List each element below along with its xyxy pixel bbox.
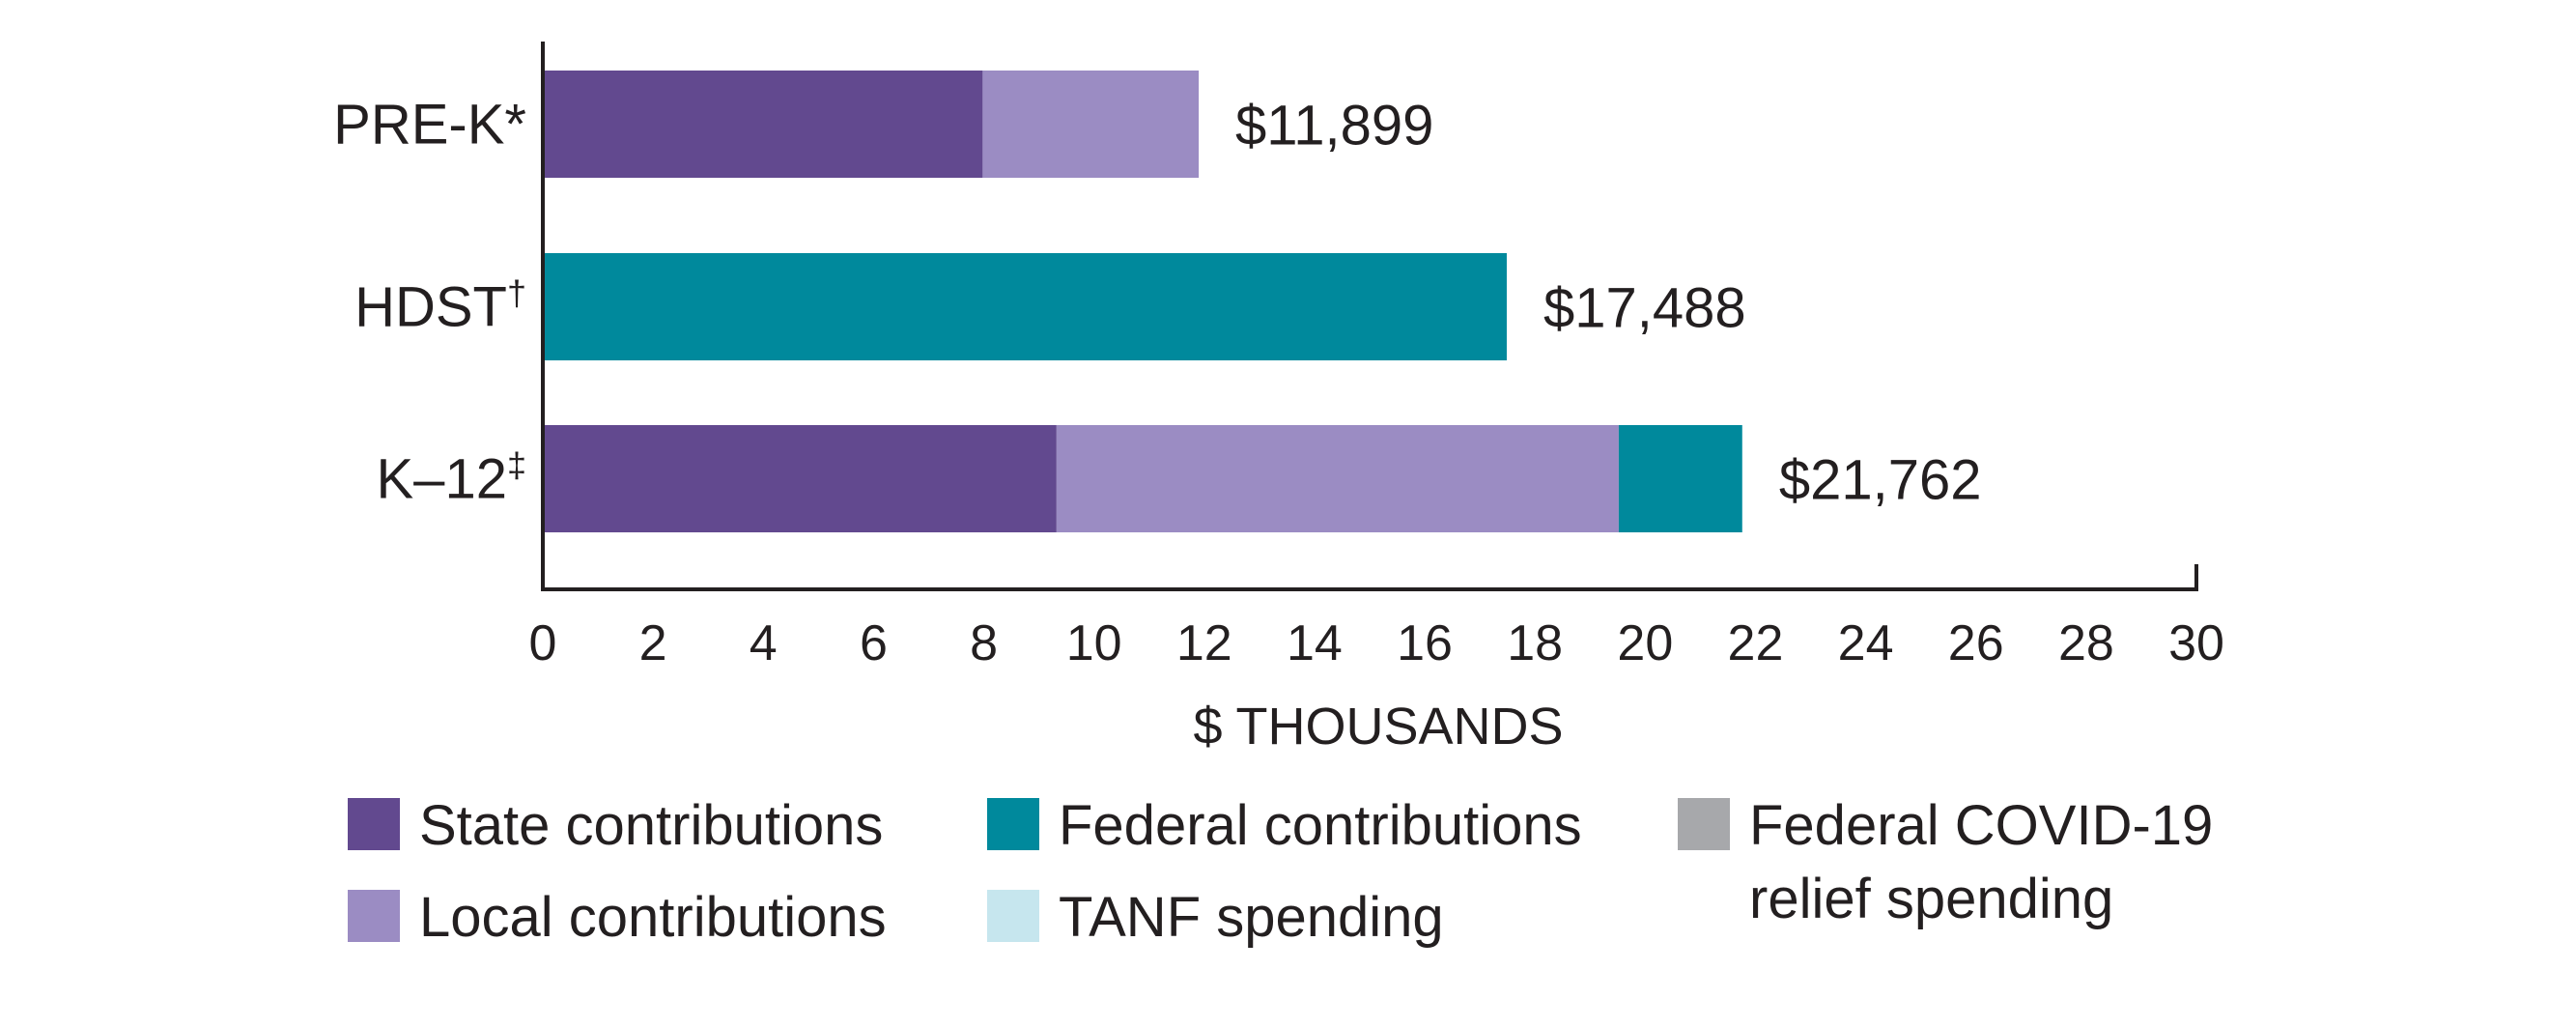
category-label-hdst: HDST† bbox=[354, 273, 526, 339]
bar-pre-k-local-contributions bbox=[982, 71, 1200, 178]
bar-k-12-state-contributions bbox=[543, 425, 1057, 532]
axes-group bbox=[541, 42, 2198, 591]
x-tick-label: 10 bbox=[1066, 615, 1122, 671]
x-tick-label: 14 bbox=[1287, 615, 1343, 671]
bar-k-12-federal-contributions bbox=[1618, 425, 1742, 532]
legend-label: Federal contributions bbox=[1059, 794, 1582, 857]
x-tick-label: 22 bbox=[1728, 615, 1784, 671]
total-label-hdst: $17,488 bbox=[1543, 277, 1746, 340]
category-label-pre-k: PRE-K* bbox=[333, 94, 526, 157]
x-tick-label: 26 bbox=[1948, 615, 2004, 671]
x-tick-label: 4 bbox=[750, 615, 778, 671]
legend-item-federal-covid-19-relief-spending: Federal COVID-19 relief spending bbox=[1678, 794, 2213, 930]
legend-item-tanf-spending: TANF spending bbox=[987, 886, 1444, 949]
x-tick-label: 20 bbox=[1617, 615, 1673, 671]
bars-group bbox=[543, 71, 1742, 532]
total-label-k-12: $21,762 bbox=[1779, 449, 1982, 512]
legend-swatch bbox=[1678, 798, 1730, 850]
total-label-pre-k: $11,899 bbox=[1235, 95, 1433, 157]
legend-swatch bbox=[987, 890, 1039, 942]
x-tick-label: 12 bbox=[1176, 615, 1232, 671]
legend-label: State contributions bbox=[419, 794, 883, 857]
legend-label: Local contributions bbox=[419, 886, 887, 949]
x-tick-label: 8 bbox=[970, 615, 998, 671]
x-tick-labels: 0 2 4 6 8 10 12 14 16 18 20 22 24 26 28 30 bbox=[529, 615, 2224, 671]
category-label-k-12: K–12‡ bbox=[377, 445, 527, 511]
legend-label: Federal COVID-19 bbox=[1749, 794, 2213, 857]
x-tick-label: 2 bbox=[639, 615, 667, 671]
x-tick-label: 30 bbox=[2168, 615, 2224, 671]
x-tick-label: 0 bbox=[529, 615, 557, 671]
x-tick-label: 28 bbox=[2058, 615, 2114, 671]
total-labels: $11,899 $17,488 $21,762 bbox=[1235, 95, 1982, 512]
legend-label: relief spending bbox=[1749, 868, 2113, 930]
legend-item-local-contributions: Local contributions bbox=[348, 886, 887, 949]
legend-item-state-contributions: State contributions bbox=[348, 794, 883, 857]
x-axis-title: $ THOUSANDS bbox=[1193, 698, 1563, 756]
legend: State contributions Local contributions Fe… bbox=[348, 794, 2213, 949]
x-tick-label: 18 bbox=[1507, 615, 1563, 671]
legend-item-federal-contributions: Federal contributions bbox=[987, 794, 1582, 857]
bar-pre-k-state-contributions bbox=[543, 71, 983, 178]
legend-swatch bbox=[987, 798, 1039, 850]
legend-swatch bbox=[348, 890, 400, 942]
bar-k-12-local-contributions bbox=[1056, 425, 1619, 532]
legend-label: TANF spending bbox=[1059, 886, 1444, 949]
x-tick-label: 16 bbox=[1397, 615, 1453, 671]
legend-swatch bbox=[348, 798, 400, 850]
x-tick-label: 6 bbox=[860, 615, 888, 671]
x-tick-label: 24 bbox=[1838, 615, 1894, 671]
category-labels: PRE-K* HDST† K–12‡ bbox=[333, 94, 526, 511]
bar-hdst-federal-contributions bbox=[543, 253, 1507, 360]
